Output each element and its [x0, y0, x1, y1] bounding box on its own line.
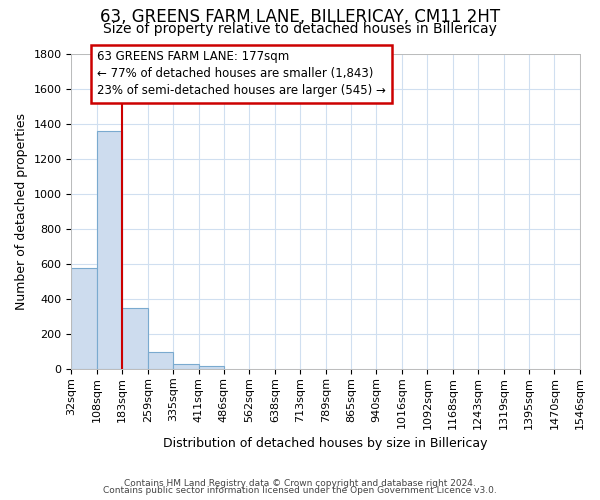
Text: Contains public sector information licensed under the Open Government Licence v3: Contains public sector information licen… [103, 486, 497, 495]
Bar [173, 364, 199, 369]
Bar [122, 308, 148, 369]
Text: 63, GREENS FARM LANE, BILLERICAY, CM11 2HT: 63, GREENS FARM LANE, BILLERICAY, CM11 2… [100, 8, 500, 26]
Y-axis label: Number of detached properties: Number of detached properties [15, 113, 28, 310]
Bar [71, 268, 97, 369]
Text: Size of property relative to detached houses in Billericay: Size of property relative to detached ho… [103, 22, 497, 36]
X-axis label: Distribution of detached houses by size in Billericay: Distribution of detached houses by size … [163, 437, 488, 450]
Text: Contains HM Land Registry data © Crown copyright and database right 2024.: Contains HM Land Registry data © Crown c… [124, 478, 476, 488]
Bar [199, 366, 224, 369]
Bar [148, 352, 173, 369]
Text: 63 GREENS FARM LANE: 177sqm
← 77% of detached houses are smaller (1,843)
23% of : 63 GREENS FARM LANE: 177sqm ← 77% of det… [97, 50, 386, 98]
Bar [97, 131, 122, 369]
